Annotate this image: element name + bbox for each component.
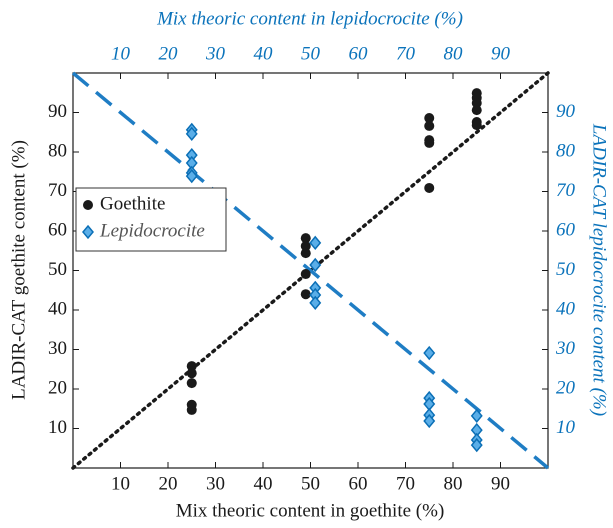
- x2-tick-label: 10: [111, 43, 131, 64]
- x-tick-label: 20: [159, 473, 178, 494]
- point: [186, 378, 197, 389]
- y2-tick-label: 40: [556, 298, 576, 319]
- point: [186, 368, 197, 379]
- y2-tick-label: 20: [556, 377, 576, 398]
- y-tick-label: 10: [48, 417, 67, 438]
- point: [471, 120, 482, 131]
- y-tick-label: 40: [48, 298, 67, 319]
- y2-tick-label: 10: [556, 417, 576, 438]
- x-tick-label: 70: [396, 473, 415, 494]
- point: [424, 182, 435, 193]
- point: [300, 233, 311, 244]
- point: [309, 257, 322, 273]
- point: [185, 126, 198, 142]
- y2-tick-label: 70: [556, 180, 576, 201]
- point: [471, 105, 482, 116]
- point: [186, 404, 197, 415]
- legend-marker: [82, 224, 94, 240]
- point: [309, 235, 322, 251]
- x2-tick-label: 40: [254, 43, 274, 64]
- point: [424, 137, 435, 148]
- y-tick-label: 60: [48, 219, 67, 240]
- point: [424, 113, 435, 124]
- point: [300, 269, 311, 280]
- x-tick-label: 50: [301, 473, 320, 494]
- point: [471, 98, 482, 109]
- y2-axis-label: LADIR-CAT lepidocrocite content (%): [589, 123, 610, 416]
- x-tick-label: 40: [254, 473, 273, 494]
- x-tick-label: 80: [444, 473, 463, 494]
- y-tick-label: 30: [48, 338, 67, 359]
- point: [423, 345, 436, 361]
- y2-tick-label: 30: [555, 338, 576, 359]
- point: [186, 361, 197, 372]
- legend-label: Goethite: [100, 193, 165, 214]
- point: [423, 413, 436, 429]
- x-axis-label: Mix theoric content in goethite (%): [176, 500, 445, 521]
- x2-axis-label: Mix theoric content in lepidocrocite (%): [156, 8, 463, 29]
- point: [470, 437, 483, 453]
- x2-tick-label: 80: [444, 43, 464, 64]
- legend-box: [75, 187, 227, 252]
- y2-tick-label: 50: [556, 259, 576, 280]
- point: [309, 295, 322, 311]
- y-tick-label: 50: [48, 259, 67, 280]
- x2-tick-label: 70: [396, 43, 416, 64]
- point: [185, 168, 198, 184]
- x2-tick-label: 90: [491, 43, 511, 64]
- y2-tick-label: 90: [556, 101, 576, 122]
- y-tick-label: 90: [48, 101, 67, 122]
- y-tick-label: 80: [48, 140, 67, 161]
- x2-tick-label: 20: [159, 43, 179, 64]
- y-tick-label: 70: [48, 180, 67, 201]
- legend-marker: [83, 200, 93, 210]
- x-tick-label: 30: [206, 473, 225, 494]
- x2-tick-label: 50: [301, 43, 321, 64]
- point: [300, 241, 311, 252]
- y-axis-label: LADIR-CAT goethite content (%): [8, 140, 29, 400]
- point: [300, 248, 311, 259]
- point: [300, 289, 311, 300]
- point: [424, 120, 435, 131]
- x-tick-label: 90: [491, 473, 510, 494]
- x2-tick-label: 60: [349, 43, 369, 64]
- x-tick-label: 60: [349, 473, 368, 494]
- point: [470, 408, 483, 424]
- reference-line: [71, 71, 550, 470]
- legend-label: Lepidocrocite: [99, 220, 205, 241]
- y-tick-label: 20: [48, 377, 67, 398]
- x-tick-label: 10: [111, 473, 130, 494]
- x2-tick-label: 30: [205, 43, 226, 64]
- y2-tick-label: 80: [556, 140, 576, 161]
- y2-tick-label: 60: [556, 219, 576, 240]
